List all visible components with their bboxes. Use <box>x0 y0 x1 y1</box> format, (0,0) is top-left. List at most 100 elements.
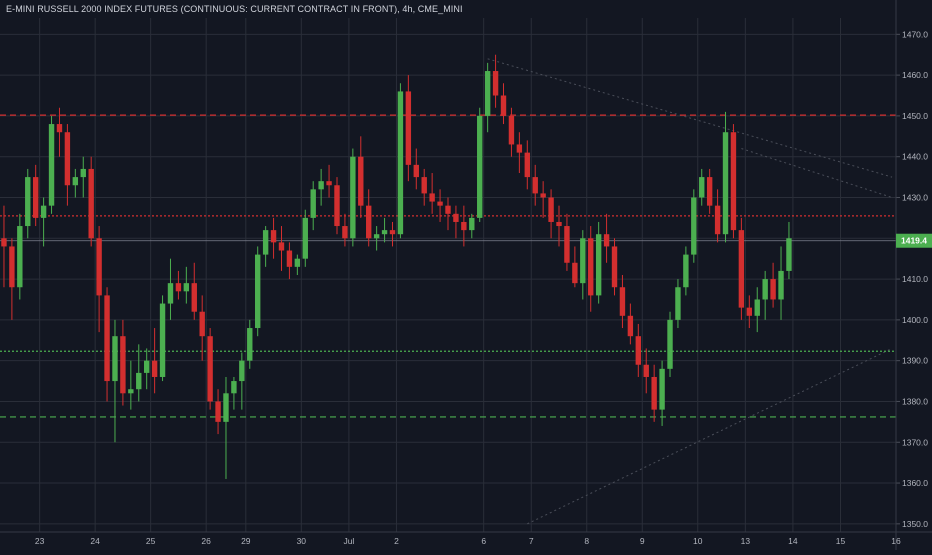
x-tick-label: 14 <box>788 536 798 546</box>
candle-down <box>96 226 102 333</box>
candle-body <box>556 221 562 227</box>
candle-body <box>786 238 792 271</box>
candle-body <box>445 205 451 214</box>
candle-body <box>770 279 776 300</box>
candle-body <box>310 189 316 218</box>
candle-up <box>80 156 86 198</box>
candle-body <box>746 307 753 316</box>
candle-body <box>294 258 301 267</box>
candle-body <box>96 238 102 296</box>
candle-up <box>128 360 134 410</box>
candle-body <box>564 226 570 263</box>
y-tick-label: 1440.0 <box>902 152 928 162</box>
candle-down <box>1 205 7 288</box>
candle-down <box>334 177 340 235</box>
candle-body <box>56 124 63 133</box>
candle-down <box>278 226 285 271</box>
candle-down <box>342 213 348 247</box>
candle-down <box>492 54 499 108</box>
candle-body <box>350 156 356 239</box>
y-tick-label: 1350.0 <box>902 519 928 529</box>
candle-body <box>334 185 340 227</box>
candle-up <box>247 319 253 369</box>
x-tick-label: 7 <box>529 536 534 546</box>
candle-body <box>104 295 110 382</box>
candle-down <box>548 189 554 239</box>
x-tick-label: 8 <box>584 536 589 546</box>
y-tick-label: 1460.0 <box>902 70 928 80</box>
candle-up <box>691 189 697 263</box>
candle-body <box>358 156 364 206</box>
candle-down <box>453 205 459 239</box>
candle-down <box>64 124 71 206</box>
candle-down <box>358 136 364 218</box>
candle-body <box>366 205 372 239</box>
candle-up <box>72 168 79 198</box>
y-tick-label: 1380.0 <box>902 396 928 406</box>
candle-up <box>762 270 768 320</box>
y-tick-label: 1470.0 <box>902 29 928 39</box>
x-tick-label: 29 <box>241 536 251 546</box>
candle-body <box>421 177 427 194</box>
chart-title: E-MINI RUSSELL 2000 INDEX FUTURES (CONTI… <box>6 4 463 14</box>
candle-up <box>159 295 166 382</box>
candle-up <box>786 221 792 280</box>
candle-body <box>9 246 15 288</box>
candle-down <box>651 364 657 422</box>
candle-up <box>223 376 229 479</box>
candle-body <box>580 238 586 284</box>
candle-body <box>413 164 419 178</box>
candle-body <box>247 328 253 361</box>
trend-line <box>741 148 893 198</box>
candle-down <box>429 173 435 214</box>
candle-down <box>366 189 372 247</box>
candle-down <box>540 181 546 218</box>
y-tick-label: 1370.0 <box>902 437 928 447</box>
candle-body <box>1 238 7 247</box>
candle-body <box>722 132 729 235</box>
candle-body <box>373 234 380 239</box>
candle-up <box>683 246 689 296</box>
candle-down <box>175 270 182 300</box>
candle-body <box>429 193 435 202</box>
candle-body <box>88 168 94 239</box>
candle-down <box>88 156 94 247</box>
candle-body <box>461 221 467 231</box>
candle-body <box>667 319 673 369</box>
candle-body <box>151 360 158 377</box>
candle-body <box>437 201 443 206</box>
trend-lines <box>487 58 893 525</box>
y-tick-label: 1400.0 <box>902 315 928 325</box>
candle-up <box>262 226 269 267</box>
candle-body <box>239 360 245 382</box>
candle-body <box>611 246 618 288</box>
candle-up <box>48 115 55 214</box>
candle-up <box>477 107 483 222</box>
candle-down <box>120 319 126 406</box>
candle-down <box>714 189 721 243</box>
candle-down <box>207 328 213 410</box>
x-tick-label: 6 <box>481 536 486 546</box>
candle-body <box>278 242 285 251</box>
candle-body <box>627 315 634 337</box>
candle-down <box>286 242 293 280</box>
candle-body <box>112 336 118 382</box>
candle-down <box>191 262 197 320</box>
candle-body <box>651 376 657 410</box>
candle-up <box>754 287 760 333</box>
candle-up <box>25 168 31 239</box>
x-tick-label: 2 <box>394 536 399 546</box>
candle-up <box>302 209 308 267</box>
candle-body <box>72 177 79 186</box>
candle-down <box>611 238 618 296</box>
candle-down <box>445 197 451 231</box>
last-price-label: 1419.4 <box>901 236 927 246</box>
candle-body <box>714 205 721 235</box>
candle-body <box>80 168 86 178</box>
y-tick-label: 1450.0 <box>902 111 928 121</box>
candle-body <box>32 177 39 218</box>
candles[interactable] <box>1 54 792 479</box>
candle-body <box>25 177 31 227</box>
